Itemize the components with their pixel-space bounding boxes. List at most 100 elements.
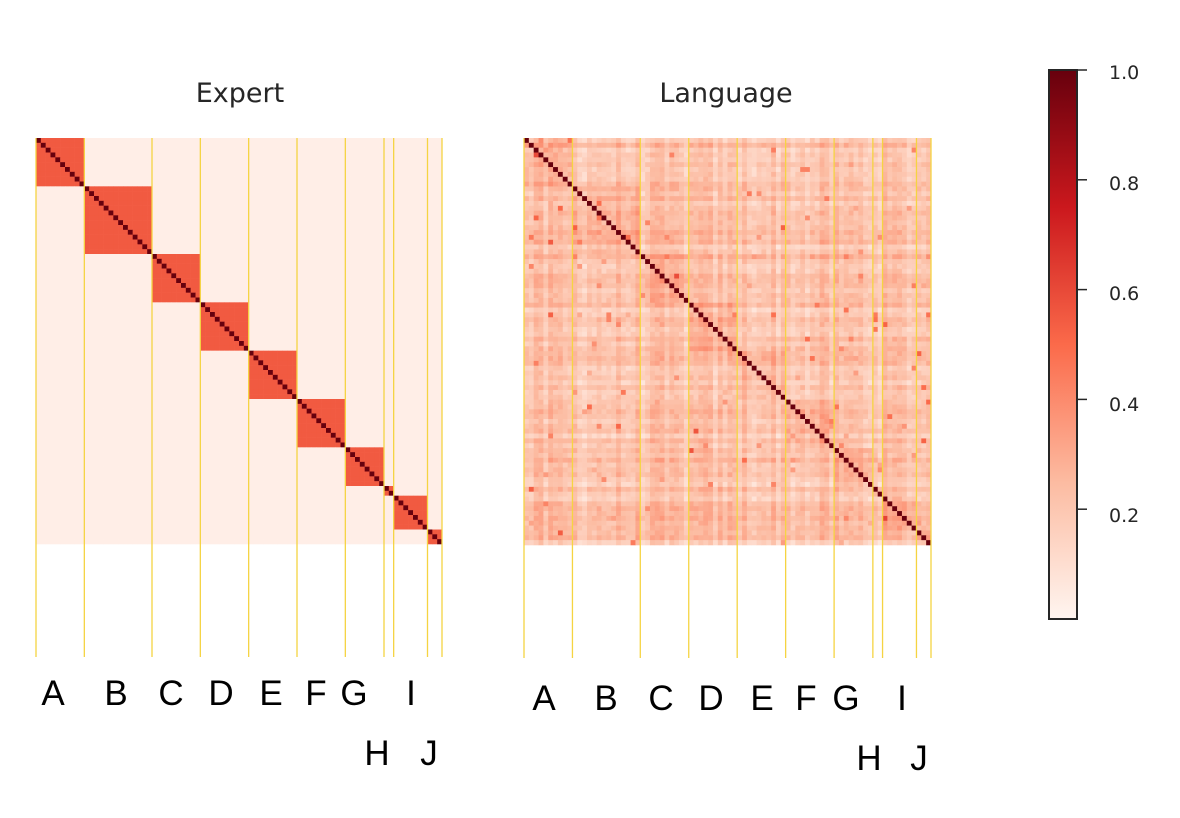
heatmap-cell xyxy=(403,138,409,144)
heatmap-cell xyxy=(398,225,404,231)
heatmap-cell xyxy=(55,196,61,202)
heatmap-cell xyxy=(69,287,75,293)
heatmap-cell xyxy=(98,229,104,235)
heatmap-cell xyxy=(219,345,225,351)
heatmap-cell xyxy=(248,418,254,424)
heatmap-cell xyxy=(277,196,283,202)
heatmap-cell xyxy=(292,394,298,400)
heatmap-cell xyxy=(147,408,153,414)
heatmap-cell xyxy=(350,258,356,264)
heatmap-cell xyxy=(50,157,56,163)
heatmap-cell xyxy=(190,147,196,153)
heatmap-cell xyxy=(74,263,80,269)
heatmap-cell xyxy=(335,263,341,269)
heatmap-cell xyxy=(74,370,80,376)
heatmap-cell xyxy=(417,350,423,356)
heatmap-cell xyxy=(272,394,278,400)
heatmap-cell xyxy=(55,379,61,385)
heatmap-cell xyxy=(118,370,124,376)
heatmap-cell xyxy=(84,147,90,153)
heatmap-cell xyxy=(388,258,394,264)
heatmap-cell xyxy=(147,171,153,177)
heatmap-cell xyxy=(263,418,269,424)
heatmap-cell xyxy=(311,191,317,197)
heatmap-cell xyxy=(234,147,240,153)
heatmap-cell xyxy=(94,307,100,313)
heatmap-cell xyxy=(40,171,46,177)
heatmap-cell xyxy=(118,191,124,197)
heatmap-cell xyxy=(393,263,399,269)
heatmap-cell xyxy=(185,374,191,380)
heatmap-cell xyxy=(330,176,336,182)
heatmap-cell xyxy=(384,321,390,327)
heatmap-cell xyxy=(359,394,365,400)
heatmap-cell xyxy=(388,399,394,405)
heatmap-cell xyxy=(69,162,75,168)
heatmap-cell xyxy=(94,345,100,351)
heatmap-cell xyxy=(263,162,269,168)
heatmap-cell xyxy=(181,307,187,313)
heatmap-cell xyxy=(263,278,269,284)
heatmap-cell xyxy=(152,225,158,231)
heatmap-cell xyxy=(84,360,90,366)
heatmap-cell xyxy=(379,234,385,240)
heatmap-cell xyxy=(384,283,390,289)
heatmap-cell xyxy=(55,287,61,293)
heatmap-cell xyxy=(301,360,307,366)
heatmap-cell xyxy=(50,210,56,216)
heatmap-cell xyxy=(311,399,317,405)
heatmap-cell xyxy=(127,283,133,289)
heatmap-cell xyxy=(330,225,336,231)
heatmap-cell xyxy=(268,321,274,327)
heatmap-cell xyxy=(287,244,293,250)
heatmap-cell xyxy=(113,249,119,255)
heatmap-cell xyxy=(94,341,100,347)
heatmap-cell xyxy=(219,374,225,380)
heatmap-cell xyxy=(268,389,274,395)
heatmap-cell xyxy=(369,283,375,289)
heatmap-cell xyxy=(398,345,404,351)
heatmap-cell xyxy=(272,418,278,424)
heatmap-cell xyxy=(94,418,100,424)
heatmap-cell xyxy=(253,321,259,327)
heatmap-cell xyxy=(219,205,225,211)
heatmap-cell xyxy=(156,365,162,371)
heatmap-cell xyxy=(185,249,191,255)
heatmap-cell xyxy=(292,162,298,168)
heatmap-cell xyxy=(403,316,409,322)
heatmap-cell xyxy=(98,200,104,206)
heatmap-cell xyxy=(374,278,380,284)
heatmap-cell xyxy=(258,394,264,400)
heatmap-cell xyxy=(258,244,264,250)
heatmap-cell xyxy=(297,283,303,289)
heatmap-cell xyxy=(152,287,158,293)
heatmap-cell xyxy=(432,152,438,158)
heatmap-cell xyxy=(340,229,346,235)
heatmap-cell xyxy=(335,365,341,371)
heatmap-cell xyxy=(301,142,307,148)
heatmap-cell xyxy=(335,278,341,284)
heatmap-cell xyxy=(243,297,249,303)
heatmap-cell xyxy=(301,418,307,424)
heatmap-cell xyxy=(340,196,346,202)
heatmap-cell xyxy=(268,365,274,371)
heatmap-cell xyxy=(45,316,51,322)
heatmap-cell xyxy=(103,234,109,240)
heatmap-cell xyxy=(282,283,288,289)
heatmap-cell xyxy=(384,370,390,376)
heatmap-cell xyxy=(84,176,90,182)
heatmap-cell xyxy=(166,205,172,211)
heatmap-cell xyxy=(422,186,428,192)
heatmap-cell xyxy=(50,379,56,385)
heatmap-cell xyxy=(50,408,56,414)
heatmap-cell xyxy=(277,418,283,424)
heatmap-cell xyxy=(103,229,109,235)
heatmap-cell xyxy=(113,196,119,202)
heatmap-cell xyxy=(277,239,283,245)
heatmap-cell xyxy=(156,239,162,245)
heatmap-cell xyxy=(306,365,312,371)
heatmap-cell xyxy=(413,186,419,192)
heatmap-cell xyxy=(239,374,245,380)
heatmap-cell xyxy=(301,220,307,226)
heatmap-cell xyxy=(214,167,220,173)
